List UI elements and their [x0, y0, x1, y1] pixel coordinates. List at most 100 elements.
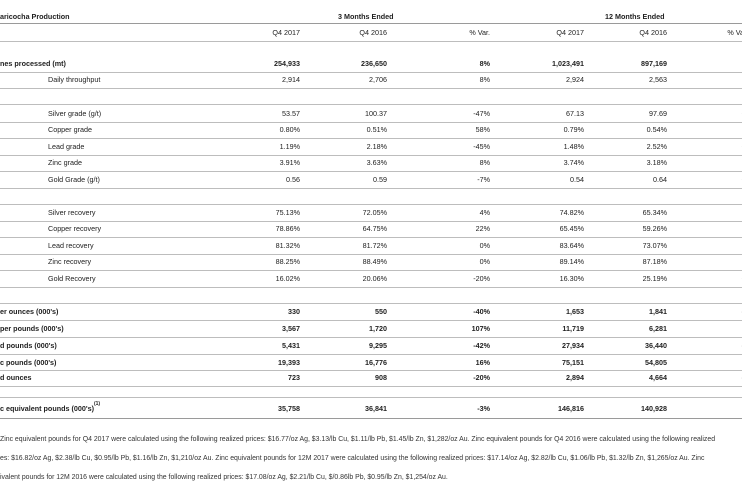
cell-value: -42%: [473, 341, 490, 350]
cell-value: 550: [375, 307, 387, 316]
cell-value: 97.69: [649, 109, 667, 118]
row-divider: [0, 320, 742, 321]
col-header-q4-2017-12m: Q4 2017: [556, 28, 584, 37]
table-row-copper-grade: Copper grade 0.80% 0.51% 58% 0.79% 0.54%…: [0, 122, 742, 138]
row-divider: [0, 397, 742, 398]
table-row-gold-grade: Gold Grade (g/t) 0.56 0.59 -7% 0.54 0.64…: [0, 172, 742, 188]
row-label-text: c equivalent pounds (000's): [0, 404, 94, 413]
cell-value: 75,151: [562, 358, 584, 367]
cell-value: 2,706: [369, 75, 387, 84]
cell-value: -20%: [473, 373, 490, 382]
row-label: Silver recovery: [48, 208, 96, 217]
row-divider: [0, 254, 742, 255]
table-row-zinc-recovery: Zinc recovery 88.25% 88.49% 0% 89.14% 87…: [0, 254, 742, 270]
cell-value: 2,914: [282, 75, 300, 84]
cell-value: 88.25%: [275, 257, 300, 266]
table-row-copper-recovery: Copper recovery 78.86% 64.75% 22% 65.45%…: [0, 221, 742, 237]
cell-value: 9,295: [369, 341, 387, 350]
cell-value: 107%: [471, 324, 490, 333]
cell-value: 58%: [475, 125, 490, 134]
cell-value: 75.13%: [275, 208, 300, 217]
row-label: Silver grade (g/t): [48, 109, 102, 118]
cell-value: 3.74%: [563, 158, 584, 167]
cell-value: 723: [288, 373, 300, 382]
cell-value: 78.86%: [275, 224, 300, 233]
row-label: c equivalent pounds (000's)(1): [0, 401, 100, 417]
cell-value: 8%: [479, 75, 490, 84]
row-label: nes processed (mt): [0, 59, 66, 68]
row-divider: [0, 287, 742, 288]
cell-value: 67.13: [566, 109, 584, 118]
cell-value: 25.19%: [642, 274, 667, 283]
header-divider: [0, 41, 742, 42]
cell-value: 3,567: [282, 324, 300, 333]
row-label: d ounces: [0, 373, 32, 382]
cell-value: 0.59: [373, 175, 387, 184]
row-divider: [0, 122, 742, 123]
row-divider: [0, 88, 742, 89]
cell-value: 81.72%: [362, 241, 387, 250]
cell-value: 65.45%: [559, 224, 584, 233]
cell-value: 11,719: [562, 324, 584, 333]
table-row-gold-ounces: d ounces 723 908 -20% 2,894 4,664 -3: [0, 370, 742, 386]
cell-value: 146,816: [558, 404, 584, 413]
row-divider: [0, 354, 742, 355]
cell-value: 74.82%: [559, 208, 584, 217]
cell-value: 4%: [479, 208, 490, 217]
cell-value: 36,841: [365, 404, 387, 413]
cell-value: 254,933: [274, 59, 300, 68]
cell-value: 100.37: [365, 109, 387, 118]
row-divider: [0, 386, 742, 387]
row-label: Zinc recovery: [48, 257, 92, 266]
cell-value: 0.51%: [366, 125, 387, 134]
cell-value: 0%: [479, 257, 490, 266]
row-label: Lead recovery: [48, 241, 94, 250]
row-divider: [0, 72, 742, 73]
footnote-line-1: Zinc equivalent pounds for Q4 2017 were …: [0, 436, 716, 443]
cell-value: -47%: [473, 109, 490, 118]
cell-value: 81.32%: [275, 241, 300, 250]
cell-value: 22%: [475, 224, 490, 233]
table-row-zinc-pounds: c pounds (000's) 19,393 16,776 16% 75,15…: [0, 355, 742, 371]
row-divider: [0, 303, 742, 304]
row-divider: [0, 171, 742, 172]
column-header-row: Q4 2017 Q4 2016 % Var. Q4 2017 Q4 2016 %…: [0, 25, 742, 41]
row-divider: [0, 188, 742, 189]
col-header-q4-2016-12m: Q4 2016: [639, 28, 667, 37]
footnote-marker: (1): [93, 401, 101, 407]
table-row-silver-grade: Silver grade (g/t) 53.57 100.37 -47% 67.…: [0, 106, 742, 122]
table-row-lead-pounds: d pounds (000's) 5,431 9,295 -42% 27,934…: [0, 338, 742, 354]
row-divider: [0, 270, 742, 271]
row-label: c pounds (000's): [0, 358, 57, 367]
cell-value: 89.14%: [559, 257, 584, 266]
table-row-silver-ounces: er ounces (000's) 330 550 -40% 1,653 1,8…: [0, 304, 742, 320]
table-row-zinc-equivalent: c equivalent pounds (000's)(1) 35,758 36…: [0, 401, 742, 417]
cell-value: 73.07%: [642, 241, 667, 250]
col-header-var-3m: % Var.: [469, 28, 490, 37]
cell-value: 2.18%: [366, 142, 387, 151]
row-label: Copper grade: [48, 125, 92, 134]
cell-value: 8%: [479, 59, 490, 68]
cell-value: 4,664: [649, 373, 667, 382]
group-header-3-months: 3 Months Ended: [338, 12, 394, 21]
row-divider: [0, 155, 742, 156]
row-label: d pounds (000's): [0, 341, 57, 350]
cell-value: 897,169: [641, 59, 667, 68]
row-label: Gold Recovery: [48, 274, 96, 283]
cell-value: 5,431: [282, 341, 300, 350]
cell-value: 140,928: [641, 404, 667, 413]
cell-value: 0.79%: [563, 125, 584, 134]
cell-value: 0%: [479, 241, 490, 250]
col-header-q4-2017-3m: Q4 2017: [272, 28, 300, 37]
cell-value: 1.48%: [563, 142, 584, 151]
table-row-lead-recovery: Lead recovery 81.32% 81.72% 0% 83.64% 73…: [0, 238, 742, 254]
cell-value: 1,720: [369, 324, 387, 333]
row-divider: [0, 104, 742, 105]
table-row-silver-recovery: Silver recovery 75.13% 72.05% 4% 74.82% …: [0, 205, 742, 221]
cell-value: 0.64: [653, 175, 667, 184]
row-divider: [0, 237, 742, 238]
table-row-lead-grade: Lead grade 1.19% 2.18% -45% 1.48% 2.52% …: [0, 139, 742, 155]
cell-value: 1.19%: [279, 142, 300, 151]
group-header-12-months: 12 Months Ended: [605, 12, 665, 21]
row-label: Zinc grade: [48, 158, 82, 167]
